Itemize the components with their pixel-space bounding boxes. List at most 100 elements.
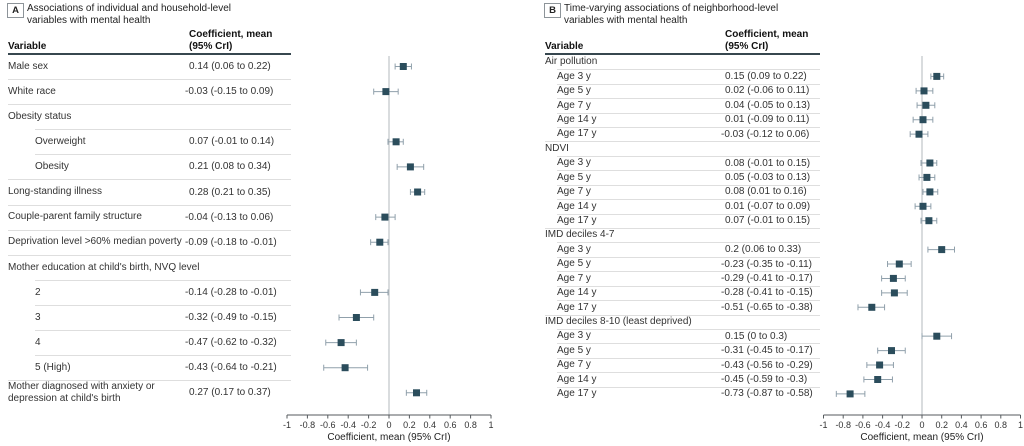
table-row-label: Male sex — [8, 60, 49, 72]
table-row-label: Age 5 y — [557, 171, 591, 183]
table-row-label: Age 7 y — [557, 186, 591, 198]
row-separator — [557, 343, 820, 345]
row-separator — [8, 104, 291, 106]
row-separator — [545, 141, 820, 143]
table-row-value: 0.2 (0.06 to 0.33) — [725, 244, 802, 256]
table-row-label: Age 14 y — [557, 287, 597, 299]
forest-marker — [915, 130, 923, 138]
x-tick-label: -1 — [819, 420, 827, 430]
table-row-label: Couple-parent family structure — [8, 211, 142, 223]
panel-b-title-line1: Time-varying associations of neighborhoo… — [564, 3, 779, 14]
forest-marker — [874, 376, 882, 383]
forest-marker — [888, 347, 895, 355]
row-separator — [557, 271, 820, 273]
table-row-label: Age 7 y — [557, 272, 591, 284]
row-separator — [545, 227, 820, 229]
table-row-label: Obesity — [35, 161, 69, 173]
table-row-label: Age 3 y — [557, 243, 591, 255]
table-row-value: 0.04 (-0.05 to 0.13) — [725, 99, 811, 111]
forest-marker — [381, 213, 389, 221]
table-row-label: 5 (High) — [35, 361, 71, 373]
row-separator — [8, 179, 291, 181]
table-row-label: Age 5 y — [557, 344, 591, 356]
table-row-label: 3 — [35, 311, 41, 323]
row-separator — [557, 126, 820, 128]
x-tick-label: -0.8 — [300, 420, 316, 430]
table-row-value: 0.01 (-0.07 to 0.09) — [725, 200, 811, 212]
table-row-label: Age 7 y — [557, 99, 591, 111]
forest-marker — [926, 159, 934, 167]
forest-marker — [337, 339, 345, 347]
row-separator — [557, 285, 820, 287]
forest-marker — [923, 173, 931, 181]
forest-marker — [890, 289, 898, 297]
row-separator — [35, 279, 291, 281]
table-row-label: Age 3 y — [557, 70, 591, 82]
table-row-value: -0.43 (-0.64 to -0.21) — [185, 362, 277, 374]
table-row-value: -0.04 (-0.13 to 0.06) — [185, 211, 274, 223]
table-row-value: 0.27 (0.17 to 0.37) — [189, 387, 271, 399]
table-row-label: Long-standing illness — [8, 186, 102, 198]
table-row-value: 0.07 (-0.01 to 0.14) — [189, 136, 275, 148]
table-row-value: -0.47 (-0.62 to -0.32) — [185, 337, 277, 349]
table-row-value: 0.28 (0.21 to 0.35) — [189, 186, 271, 198]
table-row-value: 0.08 (-0.01 to 0.15) — [725, 157, 811, 169]
panel-a-col-coefficient-line2: (95% CrI) — [189, 41, 233, 52]
panel-b-col-coefficient-line1: Coefficient, mean — [725, 29, 809, 40]
table-row-value: 0.07 (-0.01 to 0.15) — [725, 215, 811, 227]
table-group-label: NDVI — [545, 142, 569, 154]
forest-marker — [399, 63, 407, 70]
forest-marker — [846, 390, 854, 398]
table-row-value: -0.45 (-0.59 to -0.3) — [721, 374, 808, 385]
table-row-value: -0.28 (-0.41 to -0.15) — [721, 287, 813, 299]
x-tick-label: -0.4 — [875, 420, 891, 430]
x-tick-label: 0.8 — [995, 420, 1008, 430]
table-row-value: -0.73 (-0.87 to -0.58) — [721, 388, 813, 400]
row-separator — [557, 372, 820, 374]
row-separator — [557, 300, 820, 302]
forest-marker — [371, 288, 379, 296]
table-group-label: Mother education at child's birth, NVQ l… — [8, 261, 200, 273]
table-row-value: 0.05 (-0.03 to 0.13) — [725, 171, 811, 183]
table-row-label: Age 17 y — [557, 214, 597, 226]
table-row-value: 0.15 (0.09 to 0.22) — [725, 70, 807, 82]
forest-marker — [406, 163, 414, 171]
forest-marker — [413, 389, 420, 397]
table-row-label: Age 17 y — [557, 128, 597, 140]
table-row-label: Age 14 y — [557, 200, 597, 212]
table-row-value: -0.14 (-0.28 to -0.01) — [185, 286, 277, 298]
row-separator — [545, 314, 820, 316]
x-tick-label: -1 — [283, 420, 291, 430]
x-tick-label: 0.4 — [955, 420, 968, 430]
x-tick-label: 0 — [386, 420, 391, 430]
table-row-value: -0.09 (-0.18 to -0.01) — [185, 236, 277, 248]
row-separator — [557, 170, 820, 172]
table-row-label: 4 — [35, 336, 41, 348]
forest-plot: -1 -0.8 -0.6 -0.4 -0.2 0 0.2 0.4 0.6 0.8 1 Coeffici… — [819, 56, 1023, 443]
x-tick-label: -0.6 — [855, 420, 871, 430]
panel-a-title-line2: variables with mental health — [27, 14, 151, 26]
table-row-value: -0.31 (-0.45 to -0.17) — [721, 345, 813, 357]
table-row-label: Age 17 y — [557, 301, 597, 313]
panel-a-title: Associations of individual and household… — [27, 3, 231, 26]
x-axis-title: Coefficient, mean (95% CrI) — [327, 432, 450, 443]
table-row-label: Age 3 y — [557, 330, 591, 342]
table-row-value: -0.03 (-0.12 to 0.06) — [721, 128, 810, 140]
table-row-value: 0.02 (-0.06 to 0.11) — [725, 85, 810, 97]
table-group-label: IMD deciles 4-7 — [545, 229, 615, 241]
x-tick-label: 0 — [919, 420, 924, 430]
row-separator — [557, 112, 820, 114]
forest-marker — [919, 116, 927, 124]
forest-marker — [868, 303, 876, 311]
forest-marker — [376, 238, 384, 246]
forest-marker — [392, 138, 400, 146]
x-tick-label: 0.4 — [424, 420, 437, 430]
table-row-label: White race — [8, 85, 56, 97]
forest-marker — [926, 188, 934, 196]
table-row-value: 0.21 (0.08 to 0.34) — [189, 161, 271, 173]
panel-a-label: A — [7, 3, 24, 18]
x-tick-label: -0.2 — [361, 420, 377, 430]
row-separator — [557, 69, 820, 71]
forest-marker — [933, 332, 941, 340]
